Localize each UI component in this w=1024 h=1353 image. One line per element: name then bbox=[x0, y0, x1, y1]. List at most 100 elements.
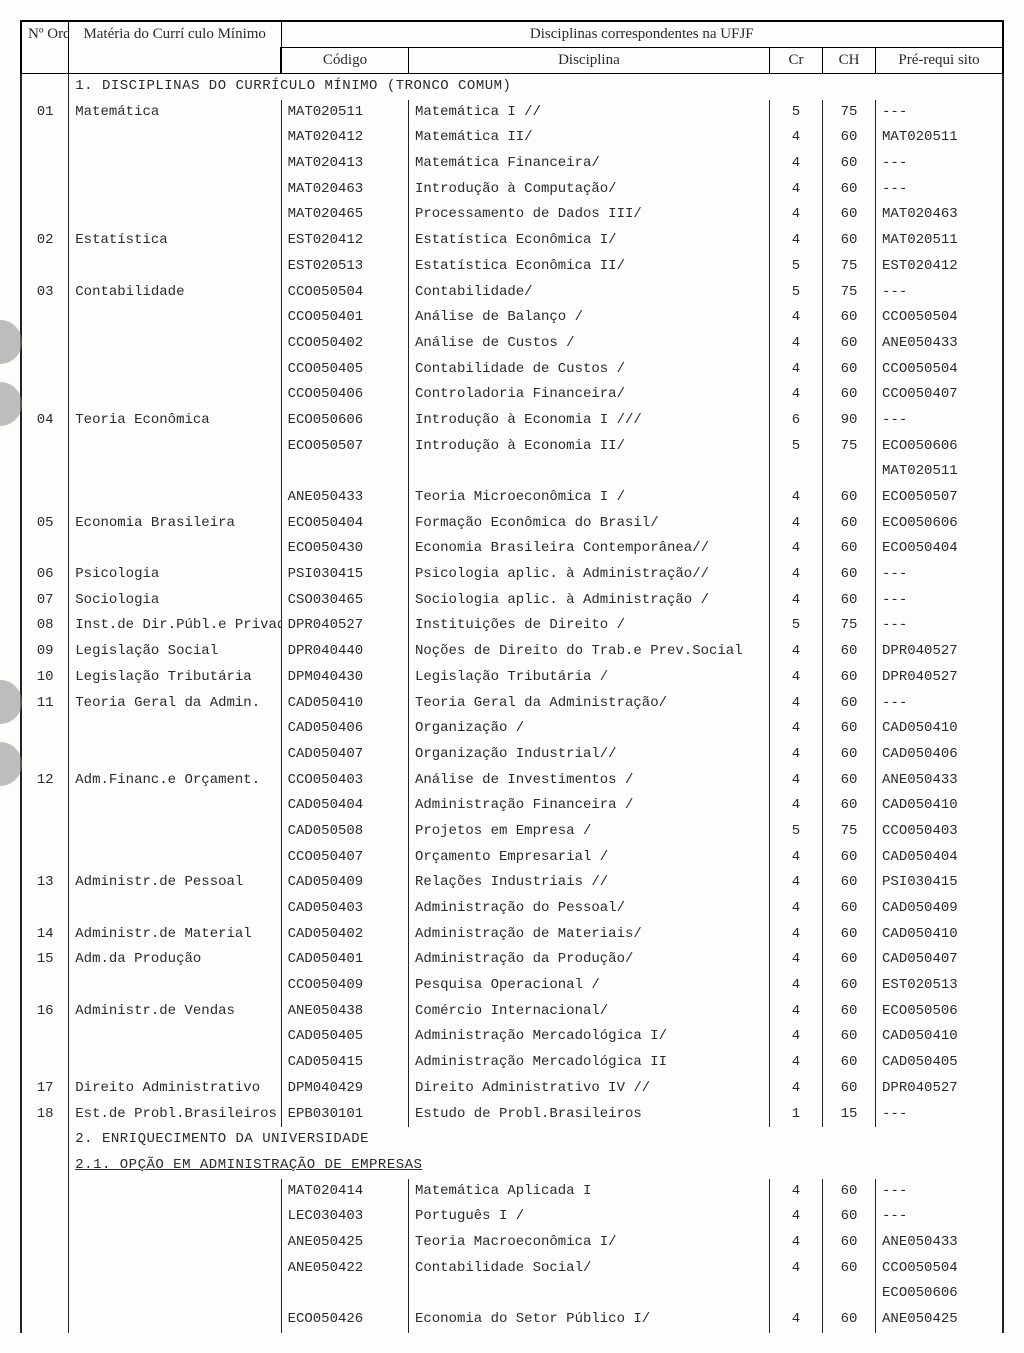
cell-col-prq: MAT020511 bbox=[876, 459, 1003, 485]
cell-col-mat: Contabilidade bbox=[69, 280, 281, 306]
cell-col-disc: Introdução à Computação/ bbox=[408, 177, 769, 203]
cell-col-disc: Noções de Direito do Trab.e Prev.Social bbox=[408, 639, 769, 665]
cell-col-ord bbox=[21, 331, 69, 357]
cell-col-ord bbox=[21, 716, 69, 742]
curriculum-table: Nº Ord Matéria do Currí culo Mínimo Disc… bbox=[20, 20, 1004, 1333]
col-group-header: Disciplinas correspondentes na UFJF bbox=[281, 21, 1003, 48]
cell-col-mat bbox=[69, 1179, 281, 1205]
cell-col-cod: CAD050402 bbox=[281, 922, 408, 948]
cell-col-cod: DPM040429 bbox=[281, 1076, 408, 1102]
cell-col-cod bbox=[281, 1281, 408, 1307]
table-row: 12Adm.Financ.e Orçament.CCO050403Análise… bbox=[21, 768, 1003, 794]
cell-col-cod: EPB030101 bbox=[281, 1102, 408, 1128]
cell-col-ch: 60 bbox=[822, 742, 875, 768]
cell-col-disc: Matemática I // bbox=[408, 100, 769, 126]
cell-col-mat bbox=[69, 434, 281, 460]
cell-col-prq: ANE050425 bbox=[876, 1307, 1003, 1333]
cell-col-prq: CCO050407 bbox=[876, 382, 1003, 408]
cell-col-cr: 5 bbox=[769, 434, 822, 460]
cell-col-cod: ANE050425 bbox=[281, 1230, 408, 1256]
cell-col-disc: Administração da Produção/ bbox=[408, 947, 769, 973]
cell-col-cr: 4 bbox=[769, 536, 822, 562]
cell-col-cod: CAD050403 bbox=[281, 896, 408, 922]
cell-col-disc: Contabilidade/ bbox=[408, 280, 769, 306]
cell-col-cod: MAT020412 bbox=[281, 125, 408, 151]
cell-col-mat: Est.de Probl.Brasileiros bbox=[69, 1102, 281, 1128]
cell-col-disc: Legislação Tributária / bbox=[408, 665, 769, 691]
cell-col-ord bbox=[21, 1179, 69, 1205]
cell-col-ord: 03 bbox=[21, 280, 69, 306]
cell-col-cr: 6 bbox=[769, 408, 822, 434]
cell-col-ch: 60 bbox=[822, 845, 875, 871]
cell-col-prq: CAD050406 bbox=[876, 742, 1003, 768]
cell-col-ord bbox=[21, 536, 69, 562]
cell-col-disc: Formação Econômica do Brasil/ bbox=[408, 511, 769, 537]
table-row: CAD050415Administração Mercadológica II4… bbox=[21, 1050, 1003, 1076]
cell-col-mat: Administr.de Vendas bbox=[69, 999, 281, 1025]
cell-col-ch: 60 bbox=[822, 536, 875, 562]
cell-col-cod: CCO050401 bbox=[281, 305, 408, 331]
cell-col-mat bbox=[69, 973, 281, 999]
table-row: CAD050404Administração Financeira /460CA… bbox=[21, 793, 1003, 819]
cell-col-mat bbox=[69, 1050, 281, 1076]
cell-col-ord: 09 bbox=[21, 639, 69, 665]
table-row: 04Teoria EconômicaECO050606Introdução à … bbox=[21, 408, 1003, 434]
cell-col-ch: 60 bbox=[822, 511, 875, 537]
cell-col-ord: 11 bbox=[21, 691, 69, 717]
cell-col-cod: EST020513 bbox=[281, 254, 408, 280]
table-row: CAD050403Administração do Pessoal/460CAD… bbox=[21, 896, 1003, 922]
table-row: ECO050507Introdução à Economia II/575ECO… bbox=[21, 434, 1003, 460]
table-row: CCO050409Pesquisa Operacional /460EST020… bbox=[21, 973, 1003, 999]
cell-col-mat: Psicologia bbox=[69, 562, 281, 588]
cell-col-ch: 60 bbox=[822, 151, 875, 177]
cell-col-cr: 4 bbox=[769, 485, 822, 511]
section-row: 1. DISCIPLINAS DO CURRÍCULO MÍNIMO (TRON… bbox=[21, 74, 1003, 100]
cell-col-ord bbox=[21, 254, 69, 280]
cell-col-cod: CAD050409 bbox=[281, 870, 408, 896]
cell-col-disc: Orçamento Empresarial / bbox=[408, 845, 769, 871]
table-row: CAD050406Organização /460CAD050410 bbox=[21, 716, 1003, 742]
cell-col-disc: Organização / bbox=[408, 716, 769, 742]
table-row: CAD050508Projetos em Empresa /575CCO0504… bbox=[21, 819, 1003, 845]
cell-col-mat bbox=[69, 716, 281, 742]
cell-col-disc: Administração Financeira / bbox=[408, 793, 769, 819]
cell-col-cr: 5 bbox=[769, 100, 822, 126]
cell-col-ch: 90 bbox=[822, 408, 875, 434]
cell-col-disc: Estatística Econômica I/ bbox=[408, 228, 769, 254]
cell-col-ord bbox=[21, 382, 69, 408]
table-row: MAT020414Matemática Aplicada I460--- bbox=[21, 1179, 1003, 1205]
cell-col-prq: ANE050433 bbox=[876, 1230, 1003, 1256]
cell-col-ch: 60 bbox=[822, 125, 875, 151]
cell-col-ch: 75 bbox=[822, 819, 875, 845]
cell-col-ord bbox=[21, 1127, 69, 1153]
cell-col-cr: 4 bbox=[769, 305, 822, 331]
table-row: 17Direito AdministrativoDPM040429Direito… bbox=[21, 1076, 1003, 1102]
cell-col-prq: --- bbox=[876, 1204, 1003, 1230]
cell-col-prq: --- bbox=[876, 588, 1003, 614]
cell-col-cod: MAT020414 bbox=[281, 1179, 408, 1205]
cell-col-disc: Contabilidade de Custos / bbox=[408, 357, 769, 383]
table-row: CAD050407Organização Industrial//460CAD0… bbox=[21, 742, 1003, 768]
cell-col-prq: PSI030415 bbox=[876, 870, 1003, 896]
cell-col-prq: ECO050606 bbox=[876, 1281, 1003, 1307]
cell-col-ord bbox=[21, 485, 69, 511]
binder-tabs-upper bbox=[0, 320, 22, 426]
cell-col-cr: 4 bbox=[769, 562, 822, 588]
binder-tabs-lower bbox=[0, 680, 22, 786]
cell-col-cr: 4 bbox=[769, 125, 822, 151]
cell-col-cr: 4 bbox=[769, 1307, 822, 1333]
cell-col-ord: 10 bbox=[21, 665, 69, 691]
cell-col-ord: 14 bbox=[21, 922, 69, 948]
cell-col-cod: ECO050430 bbox=[281, 536, 408, 562]
cell-col-mat: Sociologia bbox=[69, 588, 281, 614]
table-row: ECO050606 bbox=[21, 1281, 1003, 1307]
cell-col-ch: 15 bbox=[822, 1102, 875, 1128]
col-cr-header: Cr bbox=[769, 48, 822, 74]
cell-col-cr: 4 bbox=[769, 1179, 822, 1205]
cell-col-ch: 60 bbox=[822, 947, 875, 973]
cell-col-cod: DPR040527 bbox=[281, 613, 408, 639]
cell-col-cr: 4 bbox=[769, 896, 822, 922]
cell-col-prq: CAD050410 bbox=[876, 716, 1003, 742]
cell-col-cod: ECO050426 bbox=[281, 1307, 408, 1333]
cell-col-prq: --- bbox=[876, 1179, 1003, 1205]
